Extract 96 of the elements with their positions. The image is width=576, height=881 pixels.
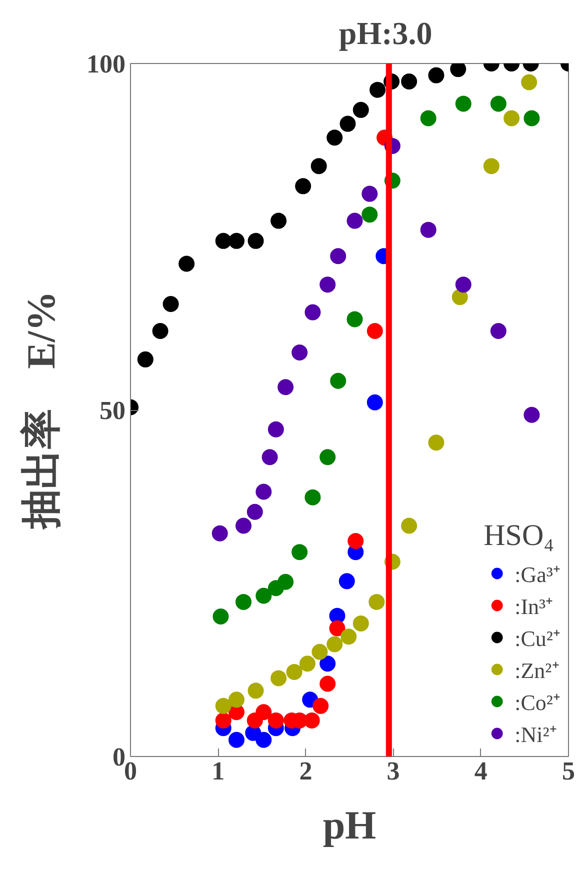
point: [352, 615, 369, 632]
point: [521, 74, 538, 90]
legend-label: :In³⁺: [514, 593, 553, 620]
x-axis-title: pH: [322, 802, 376, 848]
x-tick-label: 3: [386, 756, 400, 786]
point: [483, 158, 500, 174]
x-tick-label: 1: [212, 756, 225, 786]
point: [420, 222, 436, 238]
point: [248, 682, 264, 699]
legend-title: HSO₄: [484, 519, 556, 553]
ref-line-label: pH:3.0: [338, 15, 432, 51]
point: [362, 186, 378, 202]
point: [256, 588, 272, 604]
point: [262, 449, 278, 466]
point: [401, 518, 418, 534]
point: [340, 628, 357, 645]
legend-label: :Zn²⁺: [514, 657, 559, 684]
point: [152, 323, 168, 339]
point: [215, 698, 232, 714]
y-axis-title: 抽出率 E/%: [18, 291, 64, 531]
point: [236, 518, 252, 534]
point: [304, 489, 321, 506]
point: [270, 670, 287, 686]
legend-label: :Co²⁺: [514, 689, 560, 716]
point: [304, 304, 321, 320]
point: [370, 82, 386, 98]
x-tick-label: 4: [474, 756, 488, 786]
point: [312, 644, 328, 660]
legend-label: :Ga³⁺: [514, 561, 560, 588]
point: [268, 712, 284, 728]
point: [428, 67, 444, 84]
point: [428, 434, 444, 451]
point: [304, 712, 320, 728]
point: [362, 206, 378, 223]
point: [504, 110, 520, 126]
point: [248, 232, 264, 249]
point: [178, 256, 195, 272]
point: [312, 698, 329, 714]
point: [320, 676, 336, 692]
point: [450, 64, 466, 78]
point: [215, 712, 232, 728]
legend-label: :Cu²⁺: [514, 625, 560, 652]
point: [278, 574, 294, 590]
point: [490, 96, 506, 112]
point: [368, 594, 385, 610]
point: [490, 323, 506, 339]
point: [330, 372, 346, 389]
point: [320, 276, 336, 293]
y-tick-label: 50: [100, 396, 126, 425]
point: [310, 158, 327, 174]
point: [366, 394, 383, 410]
point: [452, 289, 468, 306]
legend-label: :Ni²⁺: [514, 721, 556, 748]
point: [212, 608, 229, 624]
point: [270, 212, 287, 229]
point: [228, 692, 244, 708]
point: [212, 525, 228, 542]
point: [292, 344, 308, 360]
point: [455, 96, 472, 112]
point: [256, 732, 272, 748]
point: [162, 296, 179, 312]
point: [215, 232, 232, 249]
point: [228, 732, 244, 748]
point: [340, 116, 356, 132]
point: [292, 544, 308, 560]
point: [346, 311, 363, 328]
point: [455, 276, 472, 293]
point: [524, 406, 540, 423]
point: [346, 212, 363, 229]
point: [256, 484, 272, 500]
point: [295, 178, 312, 194]
point: [246, 504, 263, 520]
point: [228, 232, 244, 249]
point: [278, 379, 294, 396]
point: [286, 664, 302, 680]
point: [524, 110, 540, 126]
point: [256, 704, 272, 720]
point: [137, 351, 154, 368]
point: [320, 656, 336, 672]
point: [338, 573, 355, 590]
point: [268, 421, 284, 438]
point: [236, 594, 252, 610]
point: [329, 620, 346, 636]
point: [352, 102, 369, 118]
point: [401, 74, 418, 90]
point: [366, 323, 383, 339]
point: [330, 248, 346, 264]
point: [326, 130, 343, 146]
point: [326, 636, 343, 652]
x-tick-label: 2: [299, 756, 312, 786]
point: [420, 110, 436, 126]
x-tick-label: 5: [562, 756, 575, 786]
point: [299, 656, 316, 672]
point: [348, 532, 364, 549]
y-tick-label: 100: [86, 50, 126, 78]
point: [320, 449, 336, 466]
